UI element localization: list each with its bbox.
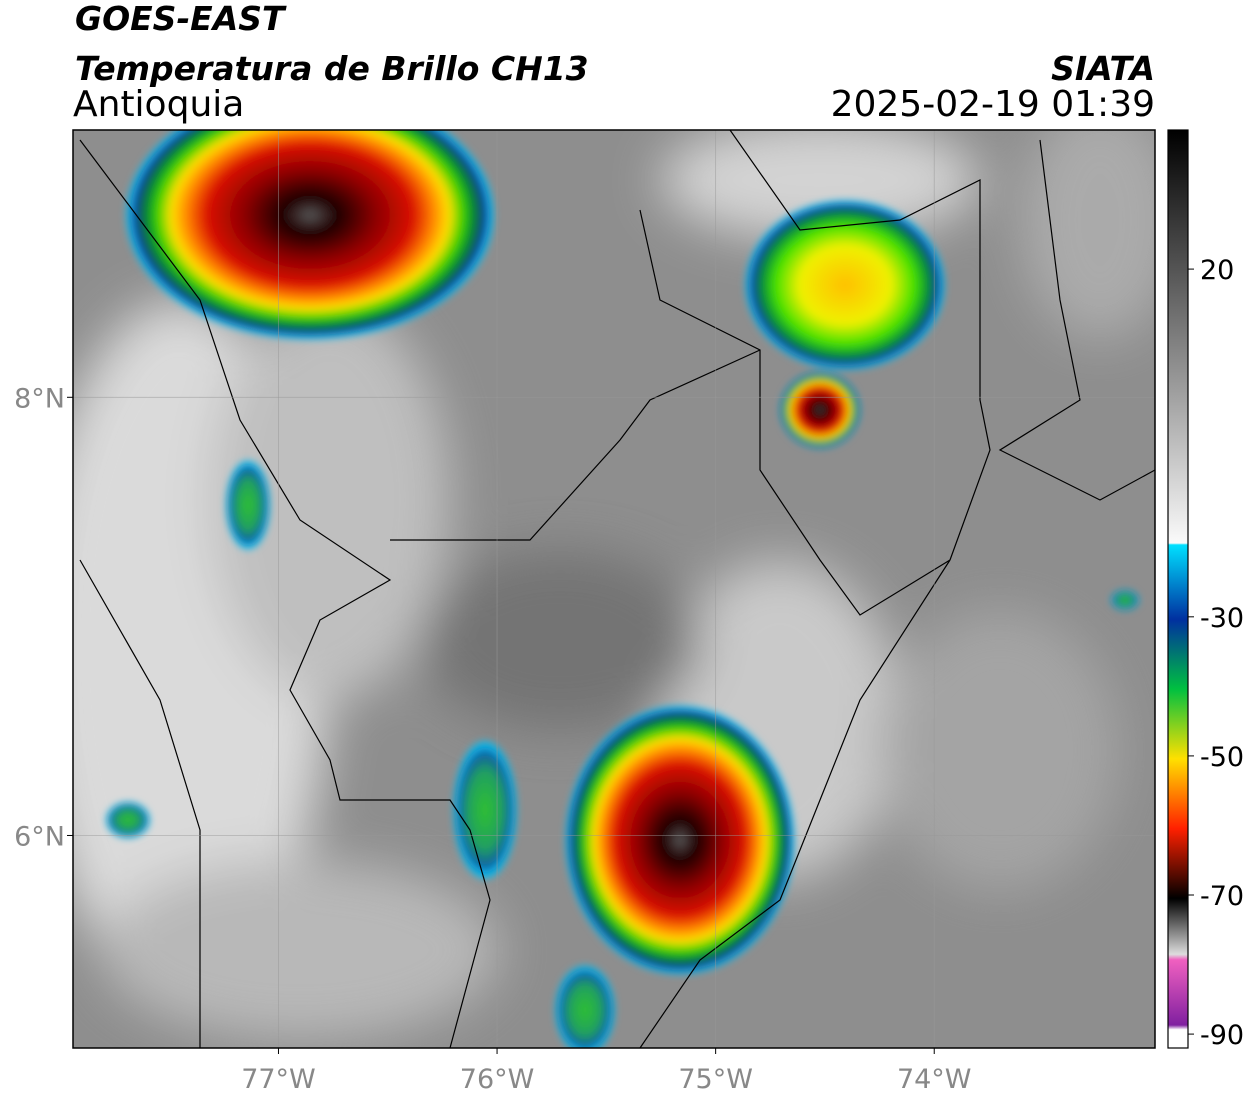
x-tick-label: 76°W: [460, 1064, 535, 1095]
colorbar: [1167, 129, 1189, 1049]
org: SIATA: [1051, 49, 1155, 88]
y-tick-label: 6°N: [14, 821, 65, 852]
colorbar-tick-label: 20: [1200, 255, 1234, 286]
colorbar-tick-label: -30: [1200, 603, 1244, 634]
title: GOES-EAST: [75, 0, 287, 38]
datetime: 2025-02-19 01:39: [831, 84, 1155, 125]
x-tick-label: 75°W: [678, 1064, 753, 1095]
colorbar-tick-label: -70: [1200, 881, 1244, 912]
colorbar-tick-label: -50: [1200, 742, 1244, 773]
satellite-image: [73, 130, 1155, 1048]
x-tick-label: 74°W: [897, 1064, 972, 1095]
y-tick-label: 8°N: [14, 383, 65, 414]
map-frame: [72, 129, 1156, 1049]
x-tick-label: 77°W: [241, 1064, 316, 1095]
colorbar-tick-label: -90: [1200, 1020, 1244, 1051]
subtitle: Temperatura de Brillo CH13: [75, 49, 589, 88]
region: Antioquia: [73, 84, 244, 125]
graticule: [73, 130, 1155, 1048]
